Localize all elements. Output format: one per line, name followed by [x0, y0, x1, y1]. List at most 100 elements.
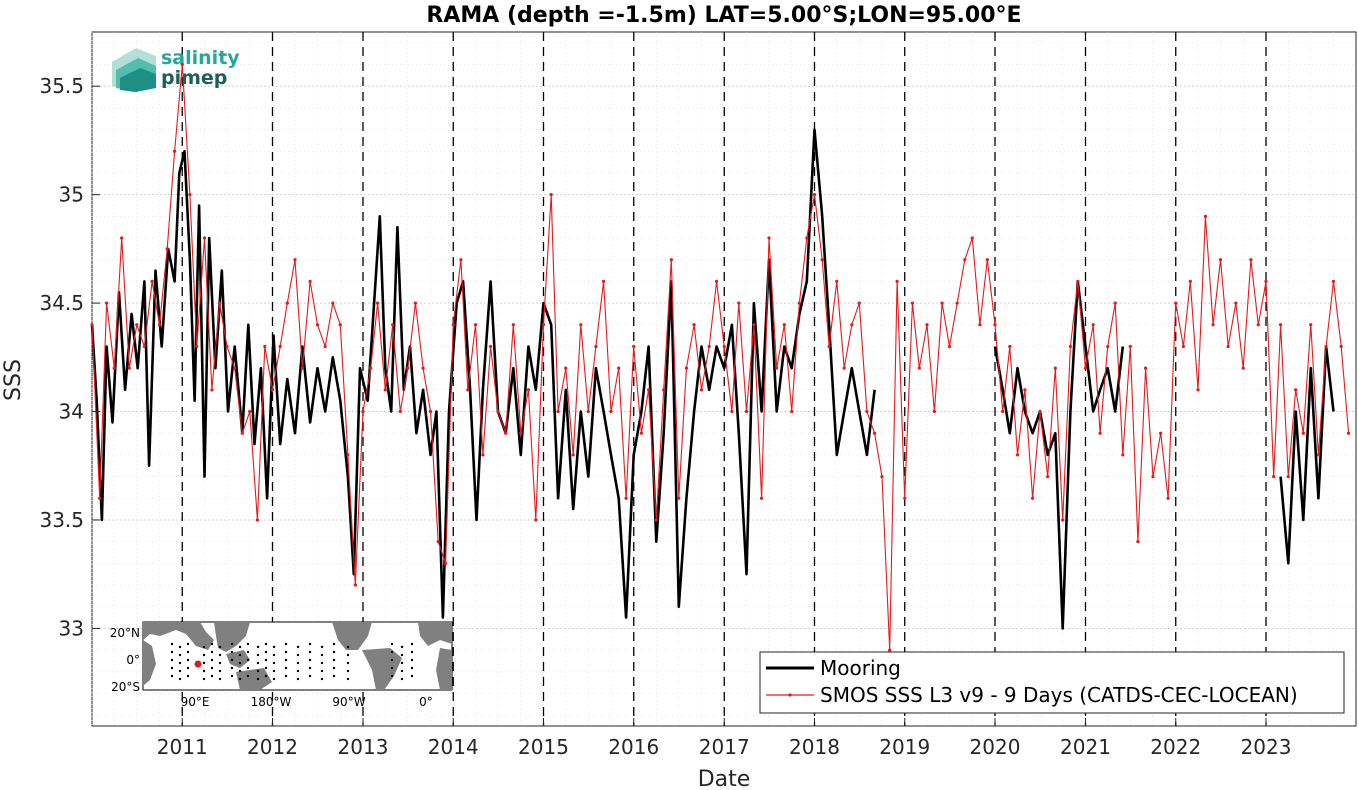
map-dot — [178, 653, 182, 657]
data-point — [775, 366, 779, 370]
data-point — [812, 193, 817, 197]
map-dot — [332, 642, 336, 646]
map-dot — [238, 653, 242, 657]
data-point — [127, 366, 131, 370]
data-point — [556, 409, 560, 414]
data-point — [1331, 279, 1336, 284]
map-dot — [256, 677, 260, 681]
data-point — [1151, 474, 1155, 479]
map-dot — [186, 666, 190, 670]
data-point — [549, 193, 553, 197]
data-point — [1098, 431, 1102, 435]
data-point — [1015, 453, 1020, 457]
data-point — [150, 279, 154, 284]
data-point — [609, 409, 613, 414]
data-point — [1091, 323, 1095, 327]
map-dot — [186, 650, 190, 654]
data-point — [308, 279, 312, 284]
data-point — [413, 301, 418, 305]
data-point — [202, 236, 207, 240]
map-lat-mid: 0° — [126, 653, 140, 667]
series-line — [91, 63, 1350, 651]
data-point — [142, 344, 147, 349]
data-point — [1174, 301, 1178, 305]
data-point — [240, 431, 244, 435]
x-tick-label: 2012 — [247, 735, 298, 759]
legend: Mooring SMOS SSS L3 v9 - 9 Days (CATDS-C… — [759, 651, 1345, 714]
data-point — [564, 366, 568, 370]
map-dot — [308, 642, 312, 646]
data-point — [759, 496, 764, 500]
x-tick-label: 2016 — [608, 735, 659, 759]
data-point — [255, 518, 260, 522]
y-tick-label: 35.5 — [39, 74, 84, 98]
series-line — [90, 128, 876, 619]
map-dot — [308, 650, 312, 654]
data-point — [1256, 323, 1260, 327]
x-tick-label: 2017 — [699, 735, 750, 759]
map-dot — [272, 661, 276, 665]
data-point — [443, 561, 448, 565]
data-point — [903, 496, 907, 500]
map-dot — [272, 677, 276, 681]
map-dot — [332, 666, 336, 670]
map-dot — [320, 677, 324, 681]
data-point — [730, 409, 734, 414]
data-point — [300, 366, 305, 370]
data-point — [285, 301, 289, 305]
x-tick-label: 2018 — [789, 735, 840, 759]
data-point — [165, 247, 169, 251]
map-dot — [218, 661, 222, 665]
map-dot — [410, 658, 414, 662]
logo-text-pimep: pimep — [161, 67, 227, 89]
data-point — [519, 431, 523, 435]
data-point — [737, 301, 741, 305]
map-mooring-dots — [170, 642, 414, 681]
map-dot — [178, 677, 182, 681]
map-dot — [284, 674, 288, 678]
y-tick-label: 35 — [59, 183, 84, 207]
map-dot — [308, 658, 312, 662]
map-location-marker — [194, 660, 202, 668]
map-dot — [410, 666, 414, 670]
data-point — [195, 344, 199, 349]
y-tick-label: 33.5 — [39, 508, 84, 532]
y-tick-label: 34 — [59, 400, 84, 424]
data-point — [1286, 474, 1290, 479]
data-point — [790, 409, 794, 414]
data-point — [654, 518, 658, 522]
map-dot — [178, 669, 182, 673]
data-point — [947, 344, 952, 349]
data-point — [1264, 279, 1268, 284]
map-dot — [264, 658, 268, 662]
salinity-pimep-logo: salinity pimep — [112, 47, 240, 92]
data-point — [1181, 344, 1186, 349]
data-point — [820, 258, 824, 262]
map-dot — [272, 653, 276, 657]
data-point — [1324, 344, 1328, 349]
map-dot — [400, 645, 404, 649]
map-dot — [202, 653, 206, 657]
data-point — [692, 323, 696, 327]
data-point — [1278, 323, 1283, 327]
x-tick-label: 2021 — [1060, 735, 1111, 759]
data-point — [880, 474, 884, 479]
data-point — [496, 409, 500, 414]
map-dot — [238, 669, 242, 673]
data-point — [406, 366, 410, 370]
data-point — [1241, 366, 1245, 370]
map-dot — [320, 653, 324, 657]
map-dot — [284, 658, 288, 662]
map-lat-bottom: 20°S — [111, 680, 140, 694]
data-point — [940, 301, 944, 305]
map-dot — [210, 674, 214, 678]
map-dot — [246, 666, 250, 670]
data-point — [436, 540, 440, 544]
map-dot — [400, 677, 404, 681]
data-point — [1301, 431, 1305, 435]
data-point — [346, 453, 350, 457]
data-point — [217, 301, 222, 305]
year-boundary-lines — [181, 32, 1267, 726]
map-dot — [346, 677, 350, 681]
